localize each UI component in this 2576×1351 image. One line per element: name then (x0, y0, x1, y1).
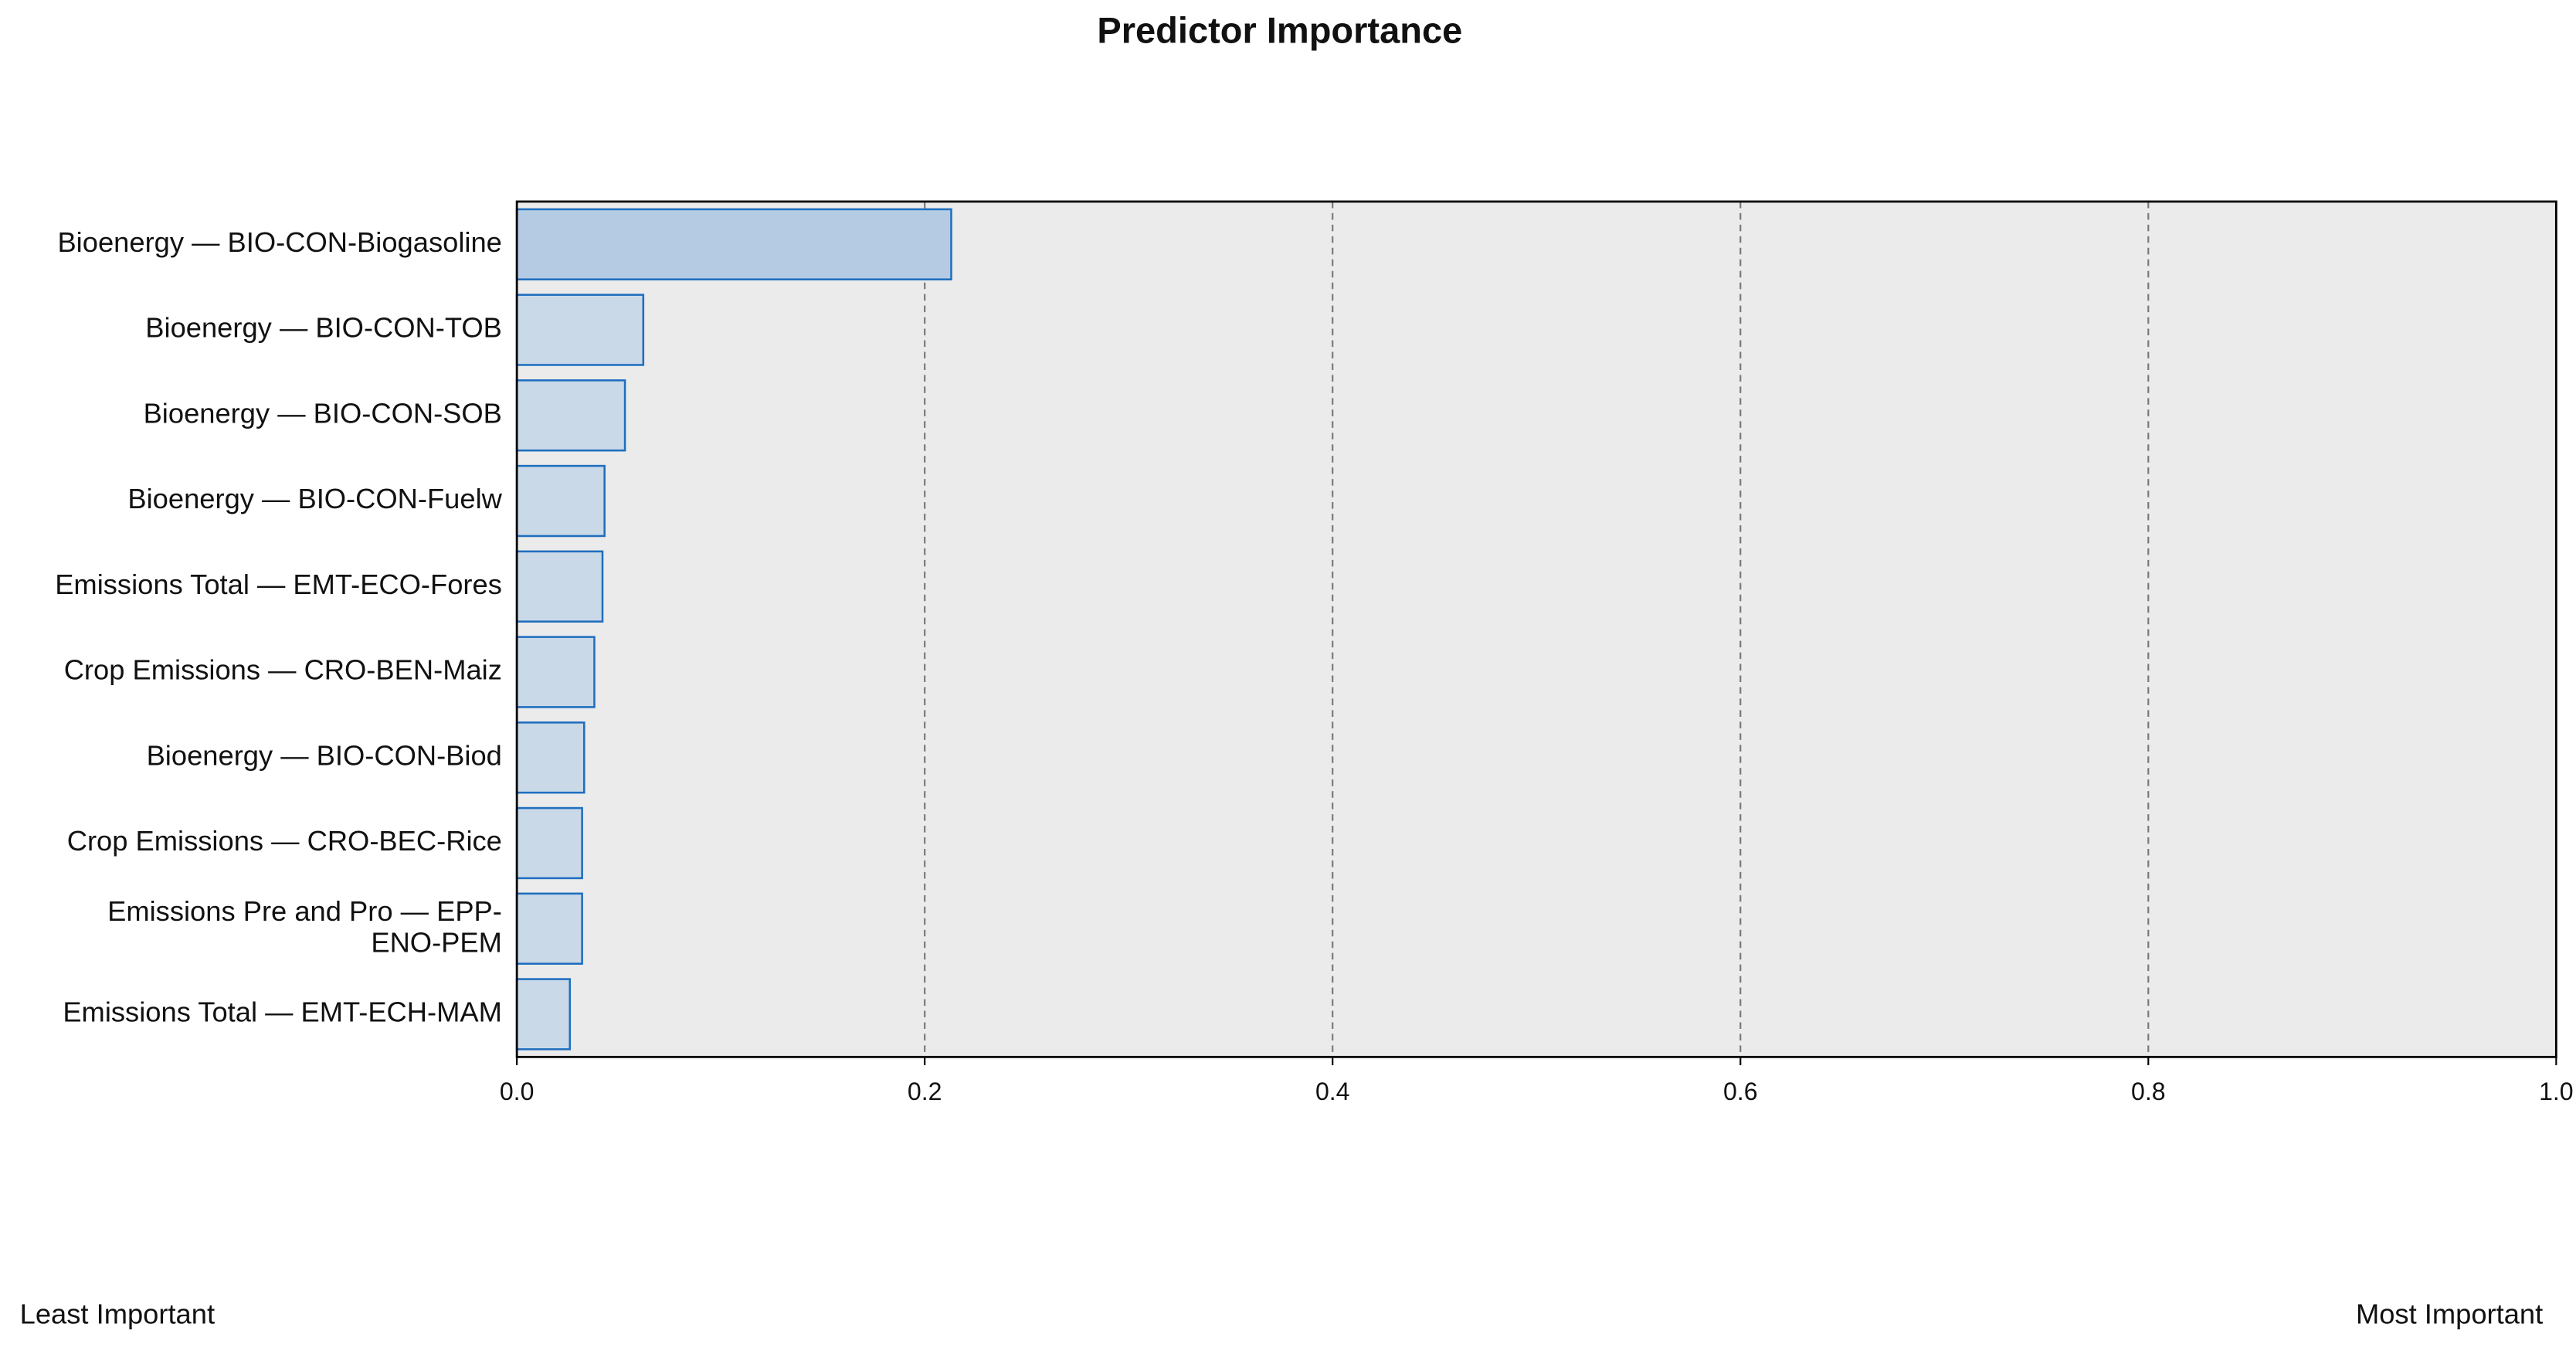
chart-title: Predictor Importance (1097, 9, 1462, 50)
bar (515, 806, 583, 880)
bar (515, 550, 604, 623)
x-tick-label: 0.8 (2131, 1078, 2166, 1105)
bar (515, 721, 585, 794)
annotation: Least Important (20, 1298, 215, 1330)
y-tick-label: Crop Emissions — CRO-BEC-Rice (67, 825, 502, 857)
bar (515, 636, 596, 708)
y-tick-label: Bioenergy — BIO-CON-SOB (144, 397, 502, 429)
plot-area (517, 201, 2557, 1057)
bar (515, 208, 952, 281)
annotation: Most Important (2356, 1298, 2543, 1330)
x-tick-label: 0.2 (908, 1078, 942, 1105)
x-tick-label: 0.4 (1315, 1078, 1350, 1105)
bar (515, 294, 645, 366)
bar (515, 892, 583, 965)
y-tick-label: Emissions Total — EMT-ECO-Fores (55, 569, 502, 600)
plot-frame (515, 200, 2557, 1058)
bar (515, 464, 606, 538)
y-tick-label: Bioenergy — BIO-CON-Biod (147, 739, 502, 771)
y-tick-label: Crop Emissions — CRO-BEN-Maiz (64, 654, 502, 686)
x-tick-label: 0.6 (1723, 1078, 1758, 1105)
y-tick-label: Bioenergy — BIO-CON-Fuelw (127, 483, 502, 514)
y-tick-label: Emissions Pre and Pro — EPP-ENO-PEM (107, 895, 502, 959)
y-tick-label: Bioenergy — BIO-CON-Biogasoline (57, 226, 501, 258)
bar (515, 379, 626, 452)
x-tick-label: 0.0 (500, 1078, 535, 1105)
x-tick-label: 1.0 (2539, 1078, 2574, 1105)
y-tick-label: Emissions Total — EMT-ECH-MAM (63, 996, 502, 1028)
bar (515, 978, 572, 1051)
y-tick-label: Bioenergy — BIO-CON-TOB (145, 312, 502, 344)
